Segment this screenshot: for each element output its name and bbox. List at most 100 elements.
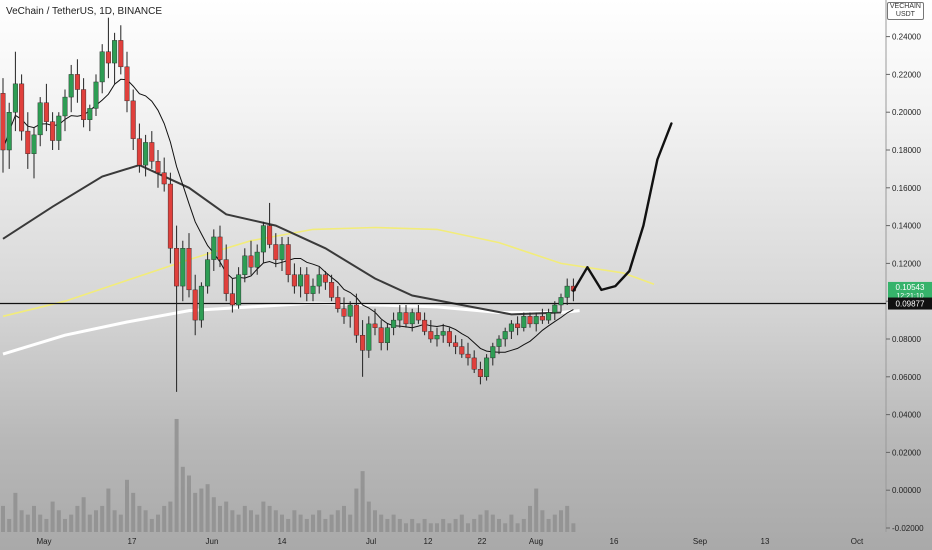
volume-bar bbox=[490, 514, 495, 532]
x-tick-label: 17 bbox=[128, 537, 137, 546]
y-tick-label: 0.04000 bbox=[892, 411, 921, 420]
candle-body bbox=[453, 342, 459, 347]
candle-body bbox=[527, 316, 533, 325]
candle-body bbox=[37, 102, 43, 136]
volume-bar bbox=[44, 518, 49, 532]
candle-body bbox=[403, 312, 409, 325]
candle-body bbox=[217, 236, 223, 260]
y-tick-label: 0.06000 bbox=[892, 373, 921, 382]
volume-bar bbox=[540, 510, 545, 532]
candle-body bbox=[112, 40, 118, 64]
volume-bar bbox=[379, 514, 384, 532]
volume-bar bbox=[534, 488, 539, 532]
y-tick-label: 0.16000 bbox=[892, 184, 921, 193]
candle-body bbox=[167, 183, 173, 249]
currency-tag-bottom: USDT bbox=[895, 11, 915, 18]
x-tick-label: 22 bbox=[478, 537, 487, 546]
volume-bar bbox=[255, 514, 260, 532]
x-tick-label: 12 bbox=[424, 537, 433, 546]
volume-bar bbox=[286, 518, 291, 532]
volume-bar bbox=[7, 518, 12, 532]
volume-bar bbox=[552, 514, 557, 532]
volume-bar bbox=[211, 497, 216, 532]
volume-bar bbox=[242, 505, 247, 532]
y-tick-label: 0.02000 bbox=[892, 448, 921, 457]
volume-bar bbox=[571, 523, 576, 532]
y-tick-label: 0.20000 bbox=[892, 108, 921, 117]
y-tick-label: 0.22000 bbox=[892, 70, 921, 79]
candle-body bbox=[93, 81, 99, 109]
candle-body bbox=[515, 323, 521, 328]
candle-body bbox=[285, 244, 291, 275]
volume-bar bbox=[81, 497, 86, 532]
x-tick-label: 13 bbox=[761, 537, 770, 546]
volume-bar bbox=[13, 492, 18, 532]
current-price-badge bbox=[888, 281, 932, 300]
currency-tag[interactable]: VECHAIN USDT bbox=[886, 2, 924, 20]
volume-bar bbox=[168, 501, 173, 532]
volume-bar bbox=[311, 514, 315, 532]
candle-body bbox=[397, 312, 403, 321]
candle-body bbox=[484, 357, 490, 377]
candle-body bbox=[198, 285, 204, 321]
candle-body bbox=[353, 304, 359, 336]
volume-bar bbox=[304, 518, 309, 532]
volume-bar bbox=[187, 475, 191, 532]
volume-bar bbox=[106, 488, 111, 532]
volume-bar bbox=[25, 514, 30, 532]
x-tick-label: 14 bbox=[278, 537, 287, 546]
volume-bar bbox=[565, 505, 570, 532]
volume-bar bbox=[261, 501, 266, 532]
volume-bar bbox=[391, 514, 396, 532]
candle-body bbox=[539, 316, 545, 321]
volume-bar bbox=[342, 505, 346, 532]
candle-body bbox=[43, 102, 49, 122]
candle-body bbox=[180, 248, 186, 287]
y-tick-label: -0.02000 bbox=[892, 524, 924, 533]
volume-bar bbox=[162, 505, 167, 532]
candle-body bbox=[136, 138, 142, 166]
y-tick-label: 0.24000 bbox=[892, 33, 921, 42]
candle-body bbox=[62, 96, 68, 117]
volume-bar bbox=[385, 518, 390, 532]
volume-bar bbox=[125, 479, 129, 532]
volume-bar bbox=[19, 510, 24, 532]
volume-bar bbox=[559, 510, 563, 532]
volume-bar bbox=[56, 510, 61, 532]
volume-bar bbox=[459, 514, 464, 532]
volume-bar bbox=[149, 518, 154, 532]
y-tick-label: 0.00000 bbox=[892, 486, 921, 495]
candle-body bbox=[25, 130, 31, 154]
candle-body bbox=[130, 100, 136, 139]
volume-bar bbox=[484, 510, 489, 532]
candle-body bbox=[496, 338, 502, 347]
volume-bar bbox=[249, 510, 253, 532]
volume-bar bbox=[416, 523, 421, 532]
volume-bar bbox=[199, 488, 204, 532]
x-tick-label: Jul bbox=[366, 537, 376, 546]
volume-bar bbox=[503, 523, 508, 532]
candle-body bbox=[335, 297, 341, 309]
candle-body bbox=[502, 331, 508, 340]
volume-bar bbox=[441, 518, 446, 532]
chart-title: VeChain / TetherUS, 1D, BINANCE bbox=[6, 6, 162, 17]
x-tick-label: Sep bbox=[693, 537, 708, 546]
volume-bar bbox=[50, 501, 55, 532]
candle-body bbox=[409, 312, 415, 325]
volume-bar bbox=[466, 523, 470, 532]
volume-bar bbox=[38, 514, 43, 532]
candle-body bbox=[124, 66, 130, 102]
candle-body bbox=[415, 312, 421, 321]
volume-bar bbox=[112, 510, 117, 532]
volume-bar bbox=[75, 505, 80, 532]
candle-body bbox=[229, 293, 235, 306]
projection-drawing bbox=[572, 122, 673, 293]
volume-bar bbox=[373, 510, 377, 532]
candle-body bbox=[248, 255, 254, 268]
candle-body bbox=[242, 255, 248, 275]
volume-bar bbox=[360, 471, 365, 532]
candle-body bbox=[260, 225, 266, 253]
volume-bar bbox=[397, 518, 402, 532]
